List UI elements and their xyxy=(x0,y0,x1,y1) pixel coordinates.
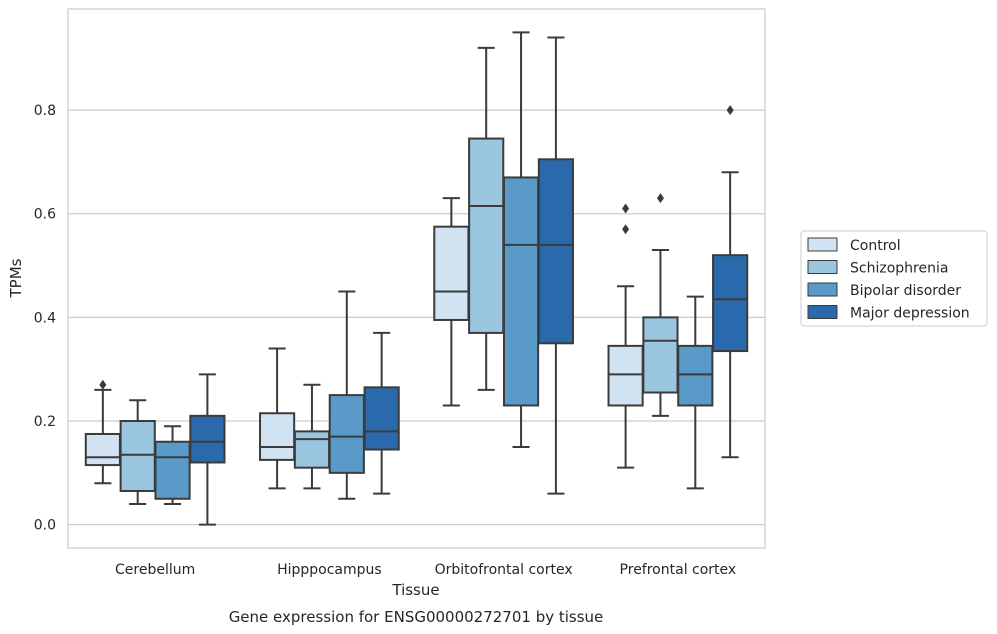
chart-caption: Gene expression for ENSG00000272701 by t… xyxy=(229,608,604,626)
x-tick-label: Cerebellum xyxy=(115,562,195,578)
box-group xyxy=(433,197,470,407)
y-tick-label: 0.4 xyxy=(34,310,56,326)
outlier-point xyxy=(622,224,630,235)
box-group xyxy=(363,331,400,495)
x-tick-label: Orbitofrontal cortex xyxy=(435,562,573,578)
box-group xyxy=(537,36,574,495)
legend-swatch xyxy=(807,282,838,297)
box xyxy=(328,394,365,474)
plot-area-frame xyxy=(67,8,766,549)
box xyxy=(119,420,156,492)
box xyxy=(259,412,296,461)
y-axis-title: TPMs xyxy=(7,258,25,298)
box-group xyxy=(189,373,226,526)
box xyxy=(468,137,505,334)
box-group xyxy=(642,193,679,417)
outlier-point xyxy=(726,105,734,116)
gridlines xyxy=(68,109,765,526)
legend: Control Schizophrenia Bipolar disorder Majo… xyxy=(800,230,988,327)
legend-frame xyxy=(800,230,988,327)
y-axis-ticks: 0.0 0.2 0.4 0.6 0.8 xyxy=(34,103,56,534)
box xyxy=(677,344,714,407)
box xyxy=(433,225,470,321)
box xyxy=(712,254,749,353)
box-group xyxy=(468,46,505,391)
y-tick-label: 0.2 xyxy=(34,414,56,430)
outlier-point xyxy=(656,193,664,204)
box-group xyxy=(677,295,714,490)
legend-swatch xyxy=(807,260,838,274)
y-tick-label: 0.0 xyxy=(34,518,56,534)
box xyxy=(502,176,540,407)
x-tick-label: Hipppocampus xyxy=(277,562,382,578)
box-group xyxy=(119,399,156,505)
box-group xyxy=(259,347,296,490)
outlier-point xyxy=(99,379,107,390)
box xyxy=(84,432,121,467)
legend-label: Schizophrenia xyxy=(850,261,948,277)
box xyxy=(607,344,644,407)
box xyxy=(363,386,400,451)
x-axis-title: Tissue xyxy=(391,581,439,599)
x-axis-ticks: Cerebellum Hipppocampus Orbitofrontal cort… xyxy=(115,562,736,578)
x-tick-label: Prefrontal cortex xyxy=(620,562,737,578)
legend-label: Major depression xyxy=(850,306,970,322)
box-group xyxy=(154,425,191,505)
legend-swatch xyxy=(807,237,838,252)
box xyxy=(189,414,226,464)
box-group xyxy=(84,379,121,485)
box-group xyxy=(328,290,365,500)
box-group xyxy=(712,105,749,459)
y-tick-label: 0.6 xyxy=(34,207,56,223)
outlier-point xyxy=(622,203,630,214)
box-group xyxy=(293,383,331,490)
legend-label: Control xyxy=(850,238,901,254)
box xyxy=(293,430,331,469)
box-group xyxy=(502,31,540,448)
legend-swatch xyxy=(807,305,838,319)
boxes xyxy=(84,31,749,526)
y-tick-label: 0.8 xyxy=(34,103,56,119)
box xyxy=(537,158,574,345)
legend-label: Bipolar disorder xyxy=(850,283,961,299)
box xyxy=(154,440,191,500)
box-group xyxy=(607,203,644,469)
box xyxy=(642,316,679,394)
